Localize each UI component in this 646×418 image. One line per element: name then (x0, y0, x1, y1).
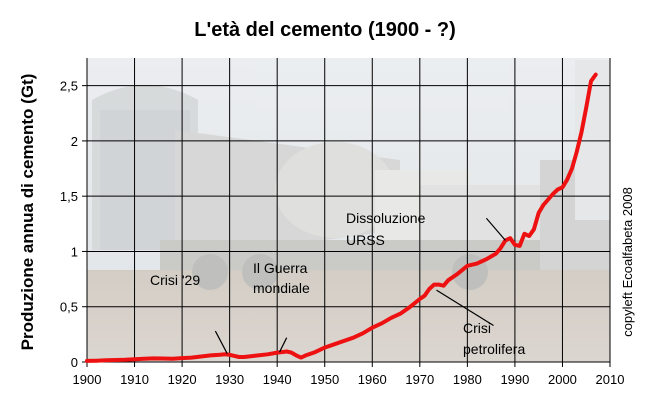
annotation-urss-line1: Dissoluzione (346, 210, 426, 226)
annotation-crisi-29: Crisi '29 (150, 272, 200, 288)
series-line (85, 72, 598, 363)
annotation-leader-line (279, 337, 288, 353)
annotation-leader-line (485, 217, 506, 241)
x-tick-label: 2000 (548, 372, 577, 387)
y-axis-label: Produzione annua di cemento (Gt) (18, 74, 37, 351)
annotation-lines (214, 217, 506, 354)
annotation-guerra-line1: Il Guerra (253, 260, 308, 276)
y-tick-label: 1 (71, 244, 78, 259)
x-tick-labels: 1900 1910 1920 1930 1940 1950 1960 1970 1980 1990… (73, 372, 625, 387)
x-tick-label: 1950 (310, 372, 339, 387)
axes (82, 58, 611, 367)
x-tick-label: 1930 (215, 372, 244, 387)
annotation-crisi-petrolifera-line1: Crisi (463, 320, 491, 336)
annotation-crisi-petrolifera-line2: petrolifera (463, 341, 525, 357)
y-tick-label: 2,5 (60, 79, 78, 94)
x-tick-label: 1940 (263, 372, 292, 387)
x-tick-label: 1990 (500, 372, 529, 387)
series-layer (85, 72, 598, 363)
x-tick-label: 2010 (596, 372, 625, 387)
y-tick-label: 0,5 (60, 300, 78, 315)
y-tick-labels: 0 0,5 1 1,5 2 2,5 (60, 79, 78, 370)
x-tick-label: 1920 (168, 372, 197, 387)
annotation-leader-line (214, 330, 228, 354)
annotation-leader-line (436, 289, 494, 327)
annotation-urss-line2: URSS (346, 232, 385, 248)
x-tick-label: 1980 (453, 372, 482, 387)
x-tick-label: 1970 (405, 372, 434, 387)
x-tick-label: 1900 (73, 372, 102, 387)
x-tick-label: 1960 (358, 372, 387, 387)
chart-title: L'età del cemento (1900 - ?) (194, 19, 456, 41)
y-tick-label: 1,5 (60, 189, 78, 204)
annotation-guerra-line2: mondiale (253, 280, 310, 296)
y-tick-label: 0 (71, 355, 78, 370)
copyright-text: copyleft Ecoalfabeta 2008 (620, 187, 635, 337)
y-tick-label: 2 (71, 134, 78, 149)
x-tick-label: 1910 (120, 372, 149, 387)
